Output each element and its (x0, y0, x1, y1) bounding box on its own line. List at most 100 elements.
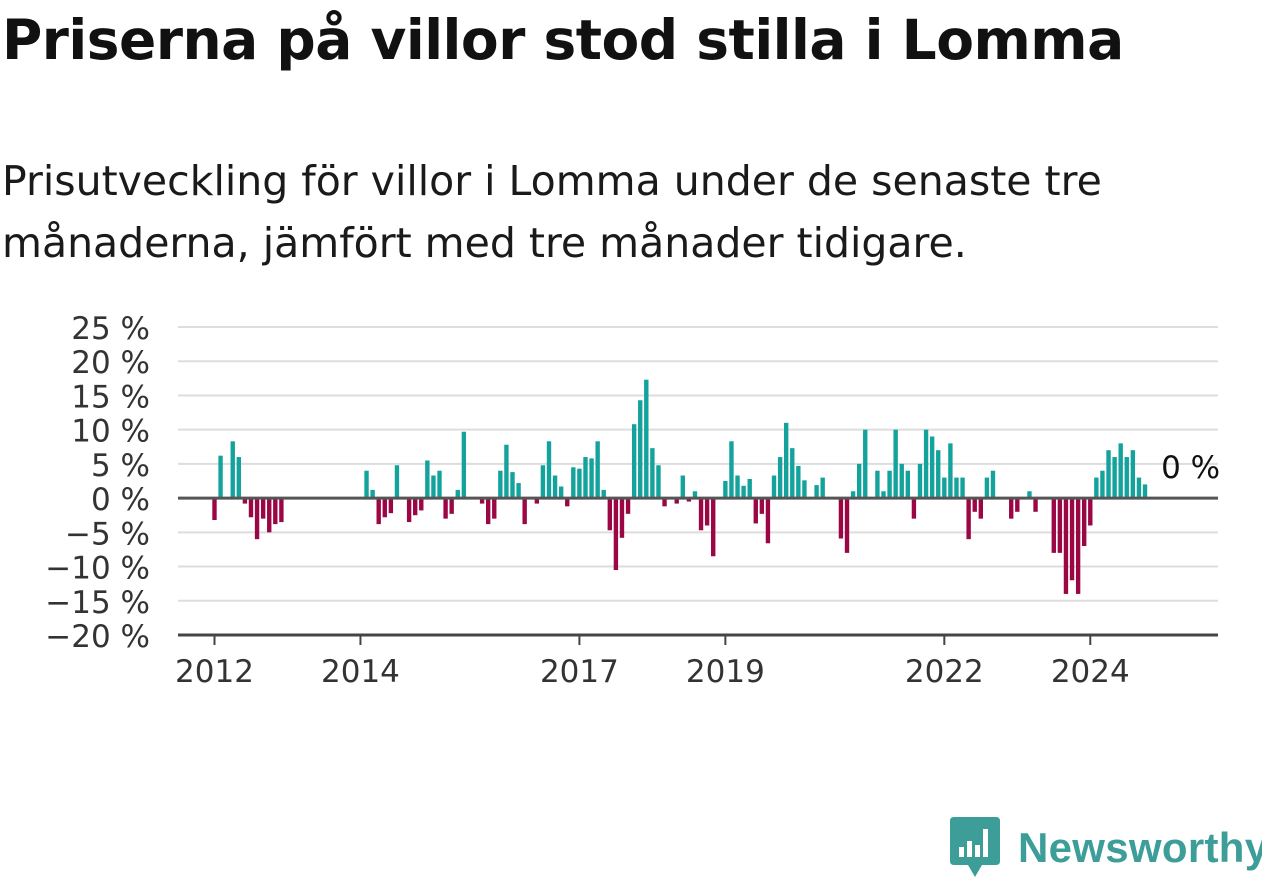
y-tick-label: −10 % (45, 551, 150, 587)
bar (583, 457, 588, 499)
bar (394, 465, 400, 499)
bar (522, 498, 527, 525)
bar (704, 498, 710, 526)
bar (388, 498, 394, 514)
bar (1124, 457, 1129, 499)
bar (638, 400, 643, 499)
brand: Newsworthy (950, 817, 1262, 878)
bar (461, 431, 467, 499)
bar (485, 498, 491, 525)
bar (370, 489, 375, 499)
bar (504, 444, 509, 499)
bar (1088, 498, 1093, 526)
latest-value-label: 0 % (1161, 450, 1220, 486)
bar (1063, 498, 1069, 594)
bar (455, 489, 460, 499)
bar (267, 498, 272, 533)
bar (838, 498, 844, 539)
bar (1142, 484, 1148, 499)
bar (443, 498, 448, 519)
y-tick-label: −15 % (45, 585, 150, 621)
bar (729, 441, 734, 499)
bar (1100, 470, 1105, 499)
bar (631, 424, 637, 499)
bar (236, 457, 242, 499)
bar (923, 429, 929, 499)
bar (516, 483, 521, 499)
bar (674, 498, 679, 504)
bar (875, 470, 880, 499)
bar (613, 498, 619, 570)
bar (413, 498, 418, 516)
bar (942, 477, 947, 499)
bar (1033, 498, 1038, 512)
bar (686, 498, 692, 502)
bar (735, 475, 740, 499)
bars (212, 379, 1148, 594)
bar (1057, 498, 1063, 553)
x-tick-label: 2022 (905, 654, 984, 690)
bar (492, 498, 497, 519)
bar (510, 472, 515, 499)
bar (406, 498, 412, 523)
bar (625, 498, 631, 514)
bar (498, 470, 503, 499)
bar (1015, 498, 1020, 512)
bar (644, 379, 649, 499)
bar (948, 443, 953, 499)
bar (1051, 498, 1056, 553)
bar (844, 498, 850, 553)
bar (1094, 477, 1099, 499)
bar (990, 470, 996, 499)
y-tick-label: 20 % (71, 345, 150, 381)
bar (954, 477, 959, 499)
bar (1136, 477, 1142, 499)
bar (589, 458, 594, 499)
bar (273, 498, 278, 525)
bar (1082, 498, 1087, 547)
y-tick-label: 10 % (71, 414, 150, 450)
bar (814, 485, 819, 499)
bar (254, 498, 260, 540)
x-tick-label: 2024 (1051, 654, 1130, 690)
bar (619, 498, 625, 538)
bar (893, 429, 898, 499)
bar (248, 498, 254, 518)
bar (479, 498, 485, 504)
bar (905, 470, 911, 499)
bar (777, 457, 783, 499)
bar (960, 477, 965, 499)
bar (230, 441, 235, 499)
bar (1112, 457, 1117, 499)
bar (863, 429, 868, 499)
bar (595, 441, 600, 499)
bar (425, 460, 430, 499)
bar (917, 463, 923, 499)
x-tick-label: 2014 (321, 654, 400, 690)
bar (546, 441, 552, 499)
bar (1075, 498, 1081, 594)
bar (364, 470, 369, 499)
bar (820, 477, 825, 499)
bar (972, 498, 977, 512)
page-title: Priserna på villor stod stilla i Lomma (2, 8, 1124, 72)
bar (552, 475, 558, 499)
bar (437, 470, 442, 499)
bar (1069, 498, 1075, 581)
bar (929, 436, 935, 499)
bar (723, 481, 728, 499)
bar (260, 498, 266, 519)
bar (759, 498, 765, 514)
bar (419, 498, 424, 511)
bar (680, 475, 685, 499)
bar (650, 448, 655, 499)
bar (698, 498, 704, 531)
bar (565, 498, 570, 507)
chart-subtitle: Prisutveckling för villor i Lomma under … (2, 157, 1102, 267)
bar (856, 463, 862, 499)
bar (662, 498, 667, 507)
bar (881, 491, 886, 499)
bar (212, 498, 217, 521)
bar (571, 467, 576, 499)
bar (765, 498, 771, 544)
